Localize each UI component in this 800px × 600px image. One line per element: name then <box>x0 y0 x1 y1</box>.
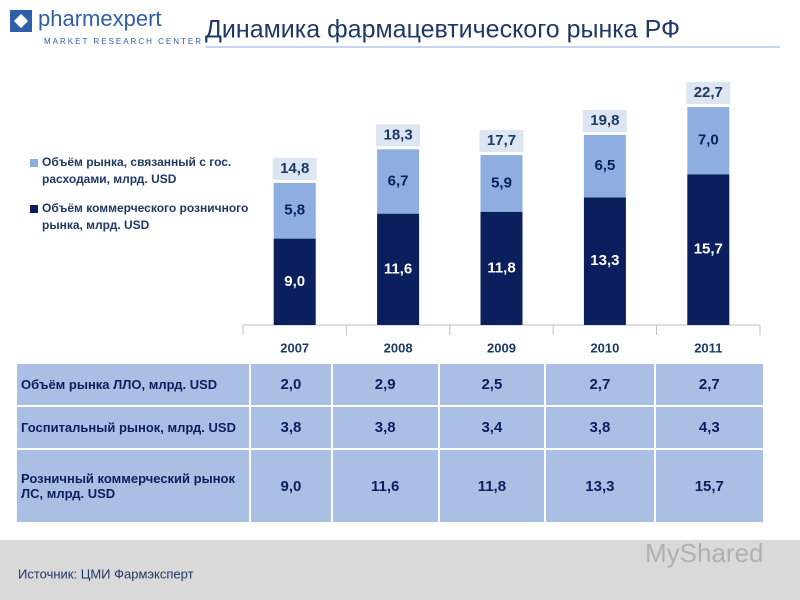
table-cell: 3,8 <box>330 405 440 450</box>
legend-label: Объём коммерческого розничного рынка, мл… <box>42 201 249 232</box>
total-label: 19,8 <box>590 112 619 129</box>
value-label: 6,7 <box>388 172 409 189</box>
table-cell: 3,4 <box>437 405 547 450</box>
value-label: 7,0 <box>698 132 719 149</box>
x-tick-label: 2011 <box>694 340 722 355</box>
row-label: Госпитальный рынок, млрд. USD <box>15 405 251 450</box>
total-label-box <box>686 82 731 105</box>
value-label: 11,8 <box>487 259 515 276</box>
watermark: MyShared <box>645 538 764 568</box>
table-cell: 4,3 <box>653 405 766 450</box>
table-row: Объём рынка ЛЛО, млрд. USD 2,0 2,9 2,5 2,7 2,… <box>15 362 766 407</box>
value-label: 6,5 <box>594 157 615 174</box>
table-cell: 11,8 <box>437 448 547 524</box>
bar-segment <box>377 213 420 325</box>
table-cell: 2,5 <box>437 362 547 407</box>
bar-segment <box>687 107 730 175</box>
total-label: 14,8 <box>280 160 309 177</box>
total-label: 17,7 <box>487 132 516 149</box>
bar-segment <box>583 134 626 198</box>
logo-icon-inner <box>13 13 29 29</box>
source: Источник: ЦМИ Фармэксперт <box>18 566 194 581</box>
legend-swatch <box>30 205 38 213</box>
footer-band <box>0 540 800 600</box>
table-row: Госпитальный рынок, млрд. USD 3,8 3,8 3,4 3,… <box>15 405 766 450</box>
total-label-box <box>582 109 627 132</box>
x-tick-label: 2007 <box>280 340 309 355</box>
value-label: 15,7 <box>694 241 723 258</box>
total-label-box <box>376 124 421 147</box>
row-label: Объём рынка ЛЛО, млрд. USD <box>15 362 251 407</box>
value-label: 5,8 <box>284 202 305 219</box>
bar-segment <box>273 182 316 239</box>
table-cell: 15,7 <box>653 448 766 524</box>
value-label: 5,9 <box>491 174 512 191</box>
table-cell: 11,6 <box>330 448 440 524</box>
table-cell: 2,7 <box>653 362 766 407</box>
bar-segment <box>583 197 626 325</box>
bar-segment <box>687 174 730 325</box>
bar-segment <box>273 238 316 325</box>
table-cell: 2,7 <box>544 362 656 407</box>
logo-sub: MARKET RESEARCH CENTER <box>44 37 203 46</box>
table-cell: 3,8 <box>249 405 333 450</box>
x-tick-label: 2008 <box>384 340 413 355</box>
total-label: 18,3 <box>383 126 412 143</box>
bar-segment <box>377 149 420 214</box>
value-label: 13,3 <box>590 252 619 269</box>
table-cell: 13,3 <box>544 448 656 524</box>
legend-swatch <box>30 159 38 167</box>
table-cell: 3,8 <box>544 405 656 450</box>
bar-segment <box>480 155 523 212</box>
table-cell: 9,0 <box>249 448 333 524</box>
x-tick-label: 2010 <box>590 340 619 355</box>
total-label-box <box>479 130 524 153</box>
total-label: 22,7 <box>694 84 723 101</box>
bar-segment <box>480 211 523 325</box>
table-cell: 2,9 <box>330 362 440 407</box>
value-label: 9,0 <box>284 273 305 290</box>
logo: pharmexpert <box>38 6 162 31</box>
row-label: Розничный коммерческий рынок ЛС, млрд. U… <box>15 448 251 524</box>
title: Динамика фармацевтического рынка РФ <box>205 16 680 44</box>
x-tick-label: 2009 <box>487 340 516 355</box>
table: Объём рынка ЛЛО, млрд. USD 2,0 2,9 2,5 2,7 2,… <box>15 362 766 524</box>
total-label-box <box>272 157 317 180</box>
table-cell: 2,0 <box>249 362 333 407</box>
table-row: Розничный коммерческий рынок ЛС, млрд. U… <box>15 448 766 524</box>
value-label: 11,6 <box>384 260 412 277</box>
legend-label: Объём рынка, связанный с гос. расходами,… <box>42 155 232 186</box>
